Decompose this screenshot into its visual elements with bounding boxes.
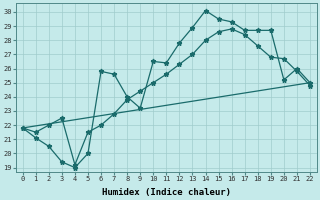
X-axis label: Humidex (Indice chaleur): Humidex (Indice chaleur) (102, 188, 231, 197)
